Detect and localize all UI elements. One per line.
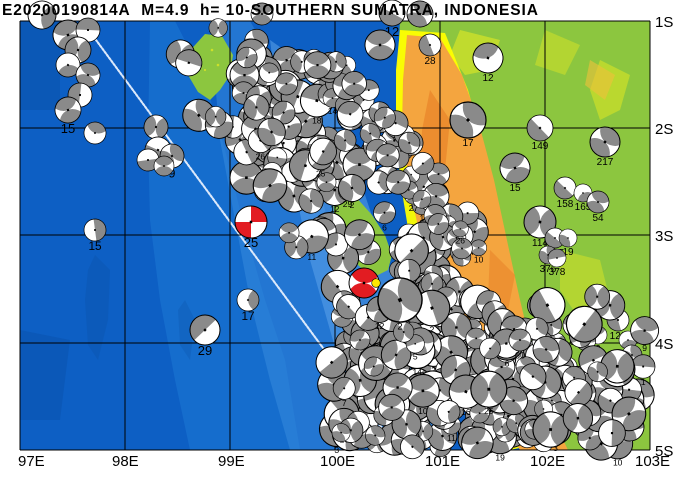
svg-text:100E: 100E [320,453,355,470]
svg-text:2: 2 [350,200,355,210]
svg-text:19: 19 [495,452,505,462]
svg-text:54: 54 [592,213,604,224]
svg-text:10: 10 [474,254,484,264]
svg-text:12: 12 [375,321,385,331]
svg-text:1S: 1S [655,14,673,31]
svg-text:26: 26 [456,236,466,246]
svg-text:4S: 4S [655,336,673,353]
svg-text:12: 12 [482,73,494,84]
svg-text:15: 15 [61,121,75,136]
svg-text:17: 17 [462,138,474,149]
svg-text:1: 1 [641,377,646,387]
svg-text:25: 25 [244,235,258,250]
svg-text:25: 25 [316,168,326,178]
svg-text:25: 25 [484,406,494,416]
svg-text:102E: 102E [530,453,565,470]
svg-text:26: 26 [256,151,266,161]
svg-text:6: 6 [505,359,510,369]
svg-text:10: 10 [613,458,623,468]
svg-text:378: 378 [549,267,566,278]
svg-text:29: 29 [198,343,212,358]
svg-text:11: 11 [307,252,316,262]
svg-text:3S: 3S [655,228,673,245]
svg-text:16: 16 [461,407,471,417]
svg-text:11: 11 [447,433,456,443]
svg-text:98E: 98E [112,453,139,470]
svg-text:18: 18 [312,116,322,126]
svg-text:158: 158 [557,199,574,210]
svg-text:60: 60 [515,350,526,361]
svg-text:10: 10 [418,406,428,416]
svg-text:217: 217 [597,157,614,168]
svg-text:149: 149 [532,141,549,152]
svg-text:15: 15 [509,183,521,194]
svg-text:2: 2 [397,321,402,332]
svg-text:2S: 2S [655,121,673,138]
svg-text:7: 7 [342,398,347,408]
svg-text:99E: 99E [218,453,245,470]
svg-text:17: 17 [241,309,254,323]
svg-text:5S: 5S [655,443,673,460]
svg-text:12: 12 [330,204,340,214]
svg-text:2: 2 [430,324,435,334]
svg-text:6: 6 [382,222,387,232]
svg-text:97E: 97E [18,453,45,470]
svg-text:28: 28 [424,56,436,67]
svg-text:9: 9 [642,343,647,353]
svg-text:15: 15 [88,239,102,253]
svg-text:5: 5 [413,352,418,362]
svg-text:E20200190814A M=4.9 h= 10-SO: E20200190814A M=4.9 h= 10-SOUTHERN SUMAT… [2,2,539,19]
